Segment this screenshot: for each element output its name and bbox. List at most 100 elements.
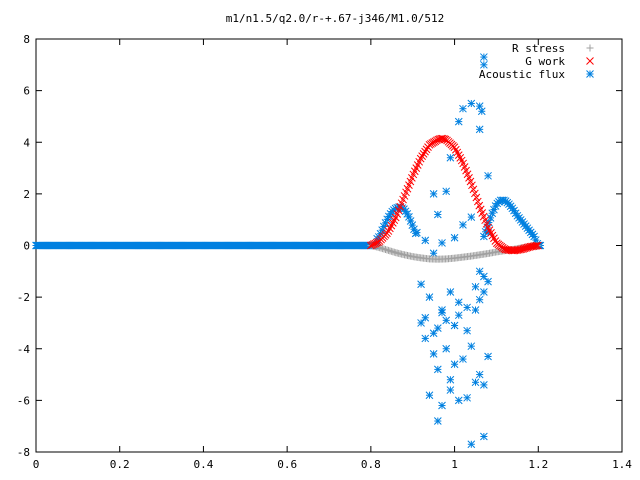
data-point [523,243,532,252]
data-point [473,197,482,206]
data-point [421,147,429,156]
data-point [480,288,488,296]
data-point [534,241,542,250]
data-point [519,245,528,253]
data-point [421,236,430,245]
data-point [433,210,442,219]
x-tick-label: 0.8 [361,458,381,471]
data-point [442,316,451,325]
data-point [469,185,478,194]
data-point [429,190,438,198]
data-point [446,375,455,384]
data-point [480,272,488,281]
data-point [459,220,467,229]
data-point [484,352,492,361]
data-point [480,432,488,441]
legend-marker [586,70,594,78]
data-point [438,239,446,247]
x-tick-label: 1 [451,458,458,471]
data-point [484,171,492,180]
data-point [433,417,442,425]
data-point [418,152,426,160]
data-point [467,440,476,449]
data-point [463,303,471,312]
data-point [500,245,509,253]
data-point [438,134,447,143]
data-point [421,313,430,322]
data-point [417,319,425,327]
data-point [472,193,481,202]
data-point [467,213,476,221]
data-point [454,298,463,307]
data-point [475,125,484,134]
data-point [475,295,484,304]
data-point [438,401,446,410]
y-tick-label: 6 [23,85,30,98]
data-point [438,308,446,317]
data-point [442,344,451,353]
y-tick-label: -8 [17,446,30,459]
data-point [454,396,463,405]
data-point [468,181,476,190]
data-point [429,350,438,358]
data-point [419,150,428,158]
data-point [531,242,539,250]
data-point [450,360,459,369]
data-point [446,153,455,162]
data-point [383,229,391,238]
data-point [425,293,434,301]
legend-marker [586,57,594,65]
y-tick-label: -6 [17,394,30,407]
data-point [516,245,525,254]
data-point [471,306,480,314]
data-point [522,244,531,252]
y-tick-label: 0 [23,240,30,253]
data-point [475,267,484,276]
data-point [486,214,495,222]
x-tick-label: 1.2 [528,458,548,471]
data-point [475,370,484,379]
data-point [532,241,541,250]
data-point [417,280,425,289]
data-point [450,233,459,242]
y-tick-label: 2 [23,188,30,201]
data-point [480,53,488,61]
legend-label: G work [525,55,565,68]
x-axis-ticks: 0 0.2 0.4 0.6 0.8 1 1.2 1.4 [33,39,632,471]
data-point [422,145,431,154]
data-point [450,321,459,330]
y-tick-label: 8 [23,33,30,46]
data-point [446,288,455,296]
legend-label: Acoustic flux [479,68,565,81]
x-tick-label: 0.6 [277,458,297,471]
series-acoustic-flux [32,53,545,449]
series-layer [32,53,545,449]
data-point [454,311,463,320]
legend-label: R stress [512,42,565,55]
data-point [459,104,467,113]
data-point [463,326,471,335]
data-point [459,355,467,363]
data-point [429,329,438,338]
data-point [442,187,451,196]
x-tick-label: 0 [33,458,40,471]
y-tick-label: -2 [17,291,30,304]
x-tick-label: 0.2 [110,458,130,471]
data-point [480,60,488,69]
chart-title: m1/n1.5/q2.0/r-+.67-j346/M1.0/512 [226,12,445,25]
data-point [433,324,442,332]
data-point [433,365,442,374]
data-point [477,107,486,116]
y-tick-label: -4 [17,343,31,356]
data-point [517,245,526,254]
y-tick-label: 4 [23,136,30,149]
x-tick-label: 1.4 [612,458,632,471]
x-tick-label: 0.4 [193,458,213,471]
y-axis-ticks: -8 -6 -4 -2 0 2 4 6 8 [17,33,622,459]
series-g-work [367,134,542,255]
data-point [463,393,471,402]
data-point [425,391,434,400]
legend-marker [586,44,594,52]
